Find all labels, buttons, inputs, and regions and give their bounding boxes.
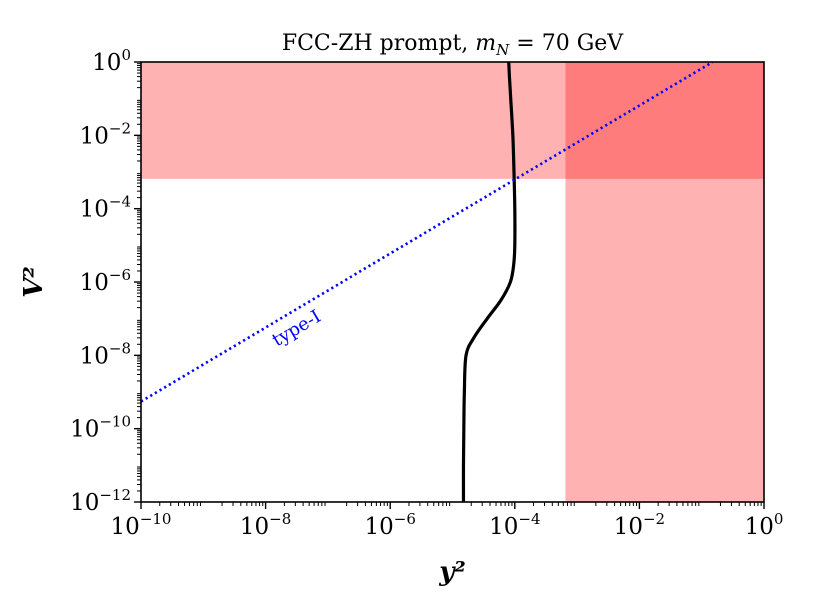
y-tick-label: 10−4 (80, 193, 131, 223)
y-tick-label: 10−6 (80, 266, 131, 296)
excluded-v2-band (141, 62, 764, 179)
shaded-regions (141, 62, 764, 502)
y-tick-label: 10−10 (70, 413, 131, 443)
x-tick-label: 10−2 (614, 510, 665, 540)
x-tick-label: 10−8 (240, 510, 291, 540)
chart-title: FCC-ZH prompt, mN = 70 GeV (282, 31, 624, 59)
y-tick-label: 10−8 (80, 339, 131, 369)
x-tick-label: 100 (745, 510, 784, 540)
x-tick-label: 10−4 (489, 510, 540, 540)
excluded-y2-band (565, 62, 764, 502)
y-tick-label: 10−2 (80, 119, 131, 149)
labels: type-I10−10 10−8 10−6 10−4 10−2 10010−1210−10… (19, 31, 783, 587)
y-tick-label: 100 (92, 46, 131, 76)
y-axis-label: V² (19, 266, 49, 298)
y-tick-label: 10−12 (70, 486, 131, 516)
x-axis-label: y² (438, 557, 466, 587)
x-tick-label: 10−6 (364, 510, 415, 540)
x-tick-label: 10−10 (111, 510, 172, 540)
axes (134, 61, 765, 509)
series-lines (141, 62, 714, 502)
sensitivity-contour-line (461, 62, 517, 502)
type-I-label: type-I (269, 306, 325, 351)
